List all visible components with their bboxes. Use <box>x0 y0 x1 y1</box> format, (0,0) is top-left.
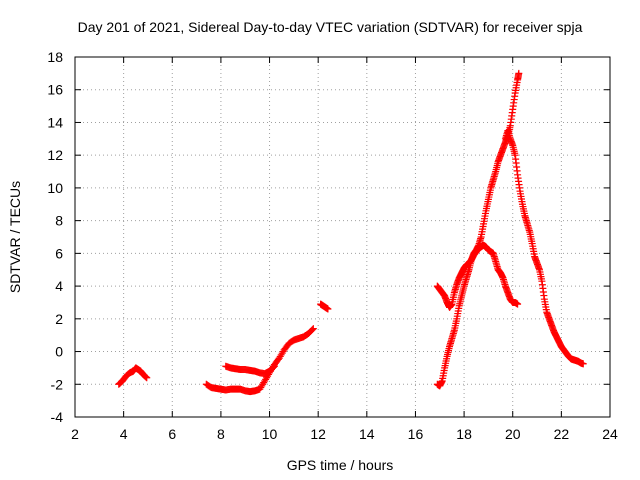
x-tick-label: 8 <box>217 426 225 442</box>
data-point-marker <box>324 305 332 313</box>
y-tick-label: -2 <box>51 376 64 392</box>
x-tick-labels: 2 4 6 8 10 12 14 16 18 20 22 24 <box>71 426 618 442</box>
series-pass-3 <box>222 362 278 378</box>
x-axis-label: GPS time / hours <box>287 457 394 473</box>
y-tick-label: 18 <box>47 49 63 65</box>
series-pass-7 <box>501 127 587 368</box>
data-point-marker <box>270 362 278 370</box>
x-tick-label: 12 <box>310 426 326 442</box>
y-tick-label: 6 <box>55 245 63 261</box>
y-tick-label: 8 <box>55 213 63 229</box>
x-tick-label: 4 <box>120 426 128 442</box>
data-point-marker <box>515 69 523 77</box>
series-pass-6 <box>433 241 522 311</box>
data-point-marker <box>269 363 277 371</box>
series-pass-4 <box>317 300 332 313</box>
data-point-marker <box>309 325 317 333</box>
x-tick-label: 16 <box>408 426 424 442</box>
y-tick-label: 10 <box>47 180 63 196</box>
data-point-marker <box>142 373 150 381</box>
series-pass-2 <box>202 325 317 396</box>
y-tick-label: 16 <box>47 82 63 98</box>
y-tick-label: 0 <box>55 344 63 360</box>
y-tick-label: -4 <box>51 409 64 425</box>
data-point-marker <box>143 374 151 382</box>
data-point-marker <box>308 326 316 334</box>
y-tick-label: 4 <box>55 278 63 294</box>
chart-title: Day 201 of 2021, Sidereal Day-to-day VTE… <box>78 19 583 35</box>
x-tick-label: 18 <box>456 426 472 442</box>
y-tick-label: 14 <box>47 114 63 130</box>
y-tick-label: 2 <box>55 311 63 327</box>
data-point-marker <box>514 300 522 308</box>
x-tick-label: 2 <box>71 426 79 442</box>
y-axis-label: SDTVAR / TECUs <box>7 181 23 293</box>
x-tick-label: 22 <box>554 426 570 442</box>
data-point-marker <box>579 360 587 368</box>
data-point-marker <box>141 372 149 380</box>
x-tick-label: 20 <box>505 426 521 442</box>
y-tick-label: 12 <box>47 147 63 163</box>
series-pass-1 <box>115 364 151 388</box>
y-tick-labels: -4 -2 0 2 4 6 8 10 12 14 16 18 <box>47 49 63 425</box>
data-points <box>115 69 587 396</box>
x-tick-label: 10 <box>262 426 278 442</box>
x-tick-label: 24 <box>602 426 618 442</box>
series-pass-5 <box>433 69 523 390</box>
x-tick-label: 14 <box>359 426 375 442</box>
plot-frame <box>74 56 611 418</box>
x-tick-label: 6 <box>168 426 176 442</box>
grid-lines <box>75 57 610 417</box>
